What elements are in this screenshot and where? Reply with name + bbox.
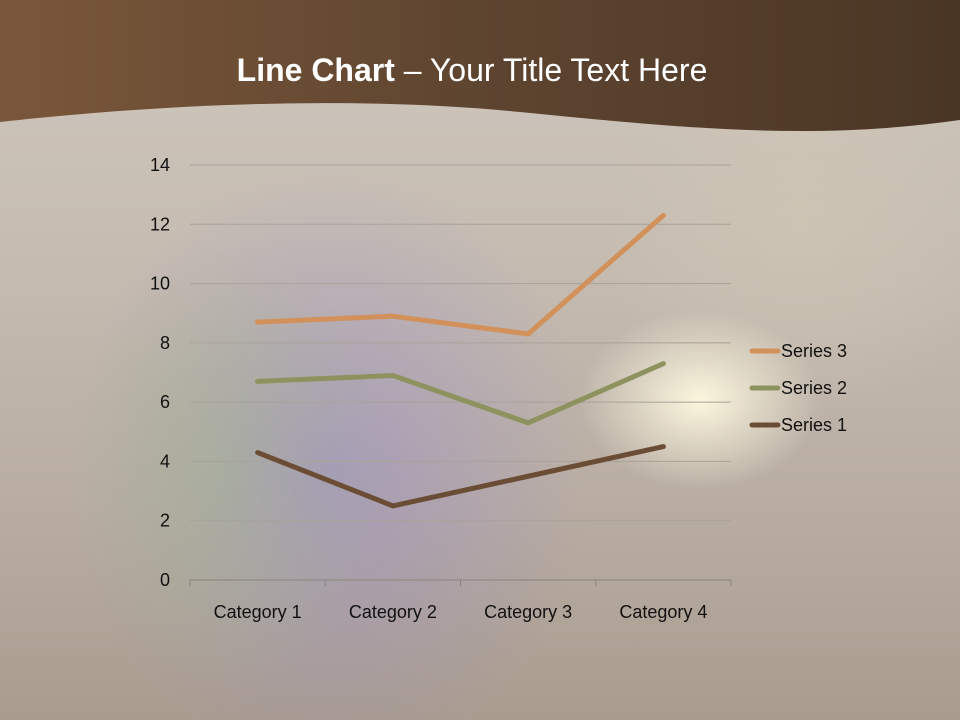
- series-line-3: [255, 212, 666, 337]
- y-tick-label: 14: [150, 155, 170, 175]
- legend-label-2: Series 2: [781, 378, 847, 398]
- x-tick-label: Category 3: [484, 602, 572, 622]
- x-tick-label: Category 4: [619, 602, 707, 622]
- x-tick-label: Category 2: [349, 602, 437, 622]
- title-banner: [0, 0, 960, 132]
- y-tick-label: 6: [160, 392, 170, 412]
- y-tick-label: 12: [150, 214, 170, 234]
- series-line-1: [255, 444, 666, 509]
- legend-label-1: Series 1: [781, 415, 847, 435]
- y-tick-label: 8: [160, 333, 170, 353]
- slide-title: Line Chart – Your Title Text Here: [0, 52, 944, 89]
- y-tick-label: 2: [160, 511, 170, 531]
- y-tick-label: 10: [150, 274, 170, 294]
- title-bold: Line Chart: [236, 52, 395, 88]
- y-tick-label: 4: [160, 451, 170, 471]
- title-rest: – Your Title Text Here: [394, 52, 708, 88]
- legend-label-3: Series 3: [781, 341, 847, 361]
- y-tick-label: 0: [160, 570, 170, 590]
- series-line-2: [255, 361, 666, 426]
- x-tick-label: Category 1: [214, 602, 302, 622]
